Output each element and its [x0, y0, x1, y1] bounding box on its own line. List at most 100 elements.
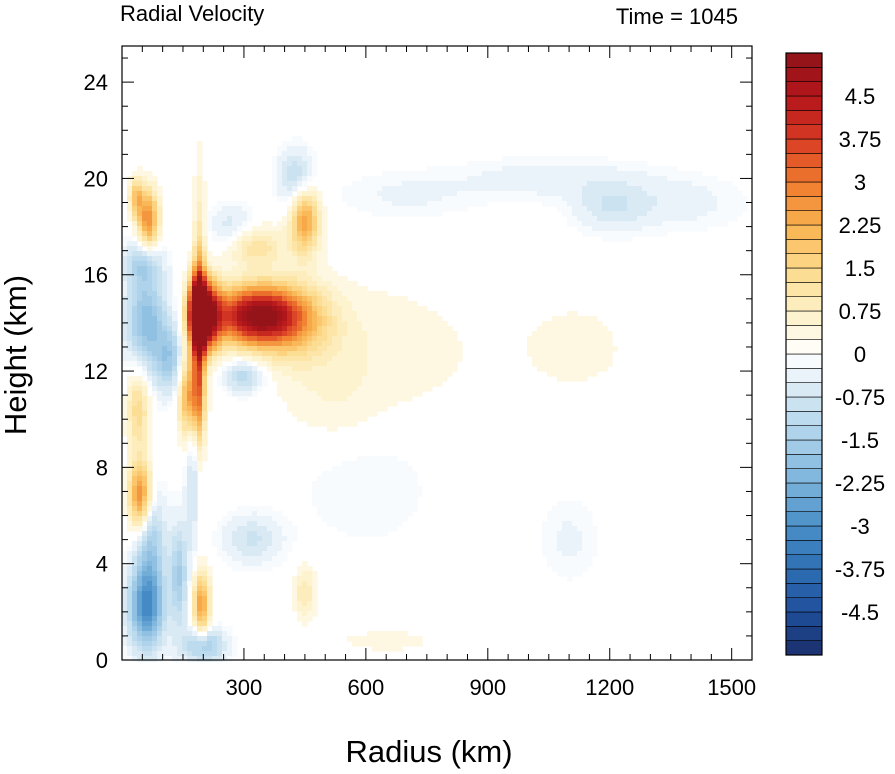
contour-cell	[307, 331, 313, 337]
contour-cell	[192, 421, 198, 427]
contour-cell	[457, 186, 463, 192]
contour-cell	[282, 241, 288, 247]
contour-cell	[372, 511, 378, 517]
contour-cell	[197, 561, 203, 567]
contour-cell	[182, 406, 188, 412]
contour-cell	[367, 311, 373, 317]
contour-cell	[317, 391, 323, 397]
contour-cell	[177, 511, 183, 517]
contour-cell	[452, 166, 458, 172]
contour-cell	[152, 186, 158, 192]
contour-cell	[252, 301, 258, 307]
contour-cell	[187, 436, 193, 442]
contour-cell	[742, 206, 748, 212]
contour-cell	[577, 191, 583, 197]
contour-cell	[432, 356, 438, 362]
contour-cell	[607, 201, 613, 207]
contour-cell	[422, 206, 428, 212]
contour-cell	[177, 616, 183, 622]
contour-cell	[227, 551, 233, 557]
contour-cell	[147, 246, 153, 252]
contour-cell	[272, 361, 278, 367]
contour-cell	[352, 496, 358, 502]
contour-cell	[592, 171, 598, 177]
contour-cell	[342, 326, 348, 332]
contour-cell	[597, 221, 603, 227]
contour-cell	[192, 231, 198, 237]
contour-cell	[472, 201, 478, 207]
contour-cell	[232, 286, 238, 292]
contour-cell	[267, 506, 273, 512]
contour-cell	[182, 326, 188, 332]
contour-cell	[587, 331, 593, 337]
contour-cell	[377, 396, 383, 402]
contour-cell	[297, 591, 303, 597]
contour-cell	[402, 506, 408, 512]
contour-cell	[172, 531, 178, 537]
contour-cell	[352, 406, 358, 412]
contour-cell	[617, 216, 623, 222]
contour-cell	[147, 441, 153, 447]
contour-cell	[302, 326, 308, 332]
contour-cell	[242, 391, 248, 397]
contour-cell	[582, 506, 588, 512]
contour-cell	[297, 251, 303, 257]
x-tick-label: 1200	[585, 675, 634, 700]
contour-cell	[572, 321, 578, 327]
contour-cell	[542, 536, 548, 542]
contour-cell	[297, 301, 303, 307]
contour-cell	[717, 196, 723, 202]
contour-cell	[407, 371, 413, 377]
contour-cell	[307, 581, 313, 587]
contour-cell	[717, 211, 723, 217]
contour-cell	[282, 391, 288, 397]
contour-cell	[252, 261, 258, 267]
contour-cell	[227, 556, 233, 562]
contour-cell	[172, 381, 178, 387]
contour-cell	[422, 201, 428, 207]
contour-cell	[377, 201, 383, 207]
contour-cell	[182, 616, 188, 622]
contour-cell	[637, 216, 643, 222]
contour-cell	[247, 376, 253, 382]
contour-cell	[162, 481, 168, 487]
contour-cell	[132, 321, 138, 327]
contour-cell	[232, 311, 238, 317]
contour-cell	[292, 296, 298, 302]
contour-cell	[377, 461, 383, 467]
contour-cell	[132, 301, 138, 307]
contour-cell	[192, 321, 198, 327]
contour-cell	[137, 176, 143, 182]
contour-cell	[152, 266, 158, 272]
contour-cell	[292, 351, 298, 357]
contour-cell	[637, 196, 643, 202]
contour-cell	[157, 376, 163, 382]
contour-cell	[362, 336, 368, 342]
contour-cell	[257, 301, 263, 307]
contour-cell	[127, 606, 133, 612]
contour-cell	[287, 226, 293, 232]
contour-cell	[142, 421, 148, 427]
contour-cell	[137, 581, 143, 587]
contour-cell	[127, 556, 133, 562]
contour-cell	[257, 356, 263, 362]
contour-cell	[582, 156, 588, 162]
contour-cell	[187, 381, 193, 387]
contour-cell	[252, 226, 258, 232]
contour-cell	[217, 621, 223, 627]
contour-cell	[262, 246, 268, 252]
contour-cell	[192, 441, 198, 447]
contour-cell	[127, 496, 133, 502]
contour-cell	[602, 346, 608, 352]
contour-cell	[277, 251, 283, 257]
contour-cell	[407, 336, 413, 342]
contour-cell	[367, 351, 373, 357]
contour-cell	[297, 416, 303, 422]
contour-cell	[147, 436, 153, 442]
contour-cell	[397, 311, 403, 317]
contour-cell	[307, 156, 313, 162]
contour-cell	[602, 211, 608, 217]
contour-cell	[512, 186, 518, 192]
contour-cell	[292, 291, 298, 297]
contour-cell	[147, 261, 153, 267]
